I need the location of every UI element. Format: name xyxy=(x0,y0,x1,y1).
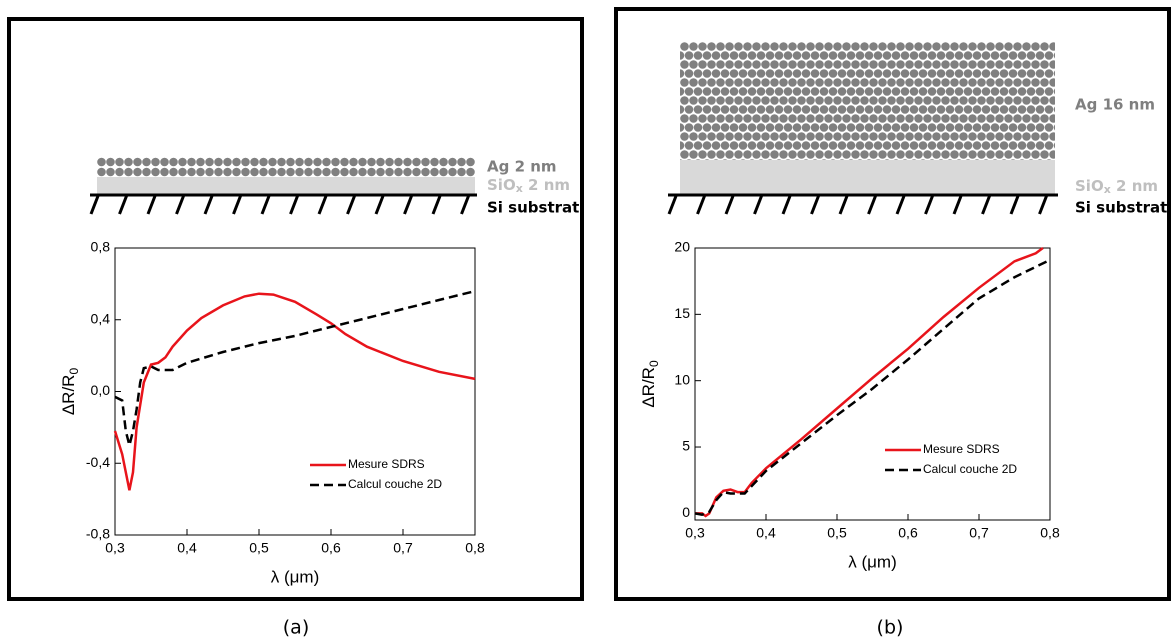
layer-label: Si substrat xyxy=(487,199,579,217)
panel-frame xyxy=(7,17,584,601)
hatch xyxy=(403,195,413,215)
hatch xyxy=(460,195,470,215)
silver-layer xyxy=(97,157,475,177)
y-tick-label: 20 xyxy=(674,239,690,255)
hatch xyxy=(753,195,763,215)
y-tick-label: 10 xyxy=(674,371,690,387)
oxide-layer xyxy=(680,160,1055,194)
hatch xyxy=(289,195,299,215)
x-tick-label: 0,6 xyxy=(321,540,341,556)
oxide-layer xyxy=(97,177,475,194)
y-tick-label: 0 xyxy=(682,504,690,520)
hatch xyxy=(146,195,157,215)
hatch xyxy=(781,195,792,215)
hatch xyxy=(838,195,849,215)
y-tick-label: 0,4 xyxy=(91,310,111,326)
hatch xyxy=(317,195,328,215)
hatch xyxy=(1009,195,1020,215)
x-tick-label: 0,3 xyxy=(685,525,705,541)
y-tick-label: 0,0 xyxy=(91,382,111,398)
layer-label: SiOx 2 nm xyxy=(1075,177,1158,197)
hatch xyxy=(203,195,214,215)
legend-label: Calcul couche 2D xyxy=(348,477,442,491)
hatch xyxy=(667,195,678,215)
plot-frame xyxy=(114,247,476,536)
hatch xyxy=(696,195,706,215)
x-tick-label: 0,7 xyxy=(393,540,413,556)
series-line xyxy=(114,289,476,446)
x-axis-label: λ (μm) xyxy=(271,567,320,586)
hatch xyxy=(810,195,820,215)
hatch xyxy=(724,195,735,215)
layer-label: Si substrat xyxy=(1075,199,1167,217)
legend-label: Mesure SDRS xyxy=(348,457,425,471)
x-tick-label: 0,6 xyxy=(898,525,918,541)
y-tick-label: -0,8 xyxy=(86,526,110,542)
hatch xyxy=(924,195,934,215)
x-tick-label: 0,4 xyxy=(177,540,197,556)
silver-layer xyxy=(680,42,1055,160)
hatch xyxy=(1038,195,1048,215)
x-tick-label: 0,5 xyxy=(249,540,269,556)
hatch xyxy=(260,195,271,215)
hatch xyxy=(175,195,185,215)
legend-label: Calcul couche 2D xyxy=(923,462,1017,476)
y-axis-label-text: ΔR/R xyxy=(59,375,78,416)
y-axis-label-text: ΔR/R xyxy=(639,367,658,408)
hatch xyxy=(431,195,442,215)
hatch xyxy=(232,195,242,215)
y-tick-label: 0,8 xyxy=(91,239,111,255)
x-axis-label: λ (μm) xyxy=(848,552,897,571)
y-tick-label: 5 xyxy=(682,438,690,454)
hatch xyxy=(374,195,385,215)
y-axis-label: ΔR/R0 xyxy=(639,360,661,408)
y-axis-label: ΔR/R0 xyxy=(59,368,81,416)
x-tick-label: 0,7 xyxy=(969,525,989,541)
panel-frame xyxy=(614,7,1171,601)
x-tick-label: 0,5 xyxy=(827,525,847,541)
legend-label: Mesure SDRS xyxy=(923,442,1000,456)
panel-label: (b) xyxy=(877,617,904,639)
series-line xyxy=(694,258,1051,516)
hatch xyxy=(346,195,356,215)
x-tick-label: 0,4 xyxy=(756,525,776,541)
hatch xyxy=(867,195,877,215)
hatch xyxy=(895,195,906,215)
series-line xyxy=(113,292,476,491)
panel-label: (a) xyxy=(283,617,309,639)
layer-label: Ag 2 nm xyxy=(487,158,557,176)
y-axis-label-sub: 0 xyxy=(647,360,661,367)
y-axis-label-sub: 0 xyxy=(67,368,81,375)
hatch xyxy=(952,195,963,215)
y-tick-label: -0,4 xyxy=(86,454,110,470)
layer-label: Ag 16 nm xyxy=(1075,96,1155,114)
hatch xyxy=(981,195,991,215)
hatch xyxy=(89,195,100,215)
y-tick-label: 15 xyxy=(674,305,690,321)
hatch xyxy=(118,195,128,215)
x-tick-label: 0,8 xyxy=(465,540,485,556)
x-tick-label: 0,8 xyxy=(1040,525,1060,541)
plot-frame xyxy=(694,247,1051,521)
x-tick-label: 0,3 xyxy=(105,540,125,556)
layer-label: SiOx 2 nm xyxy=(487,176,570,196)
